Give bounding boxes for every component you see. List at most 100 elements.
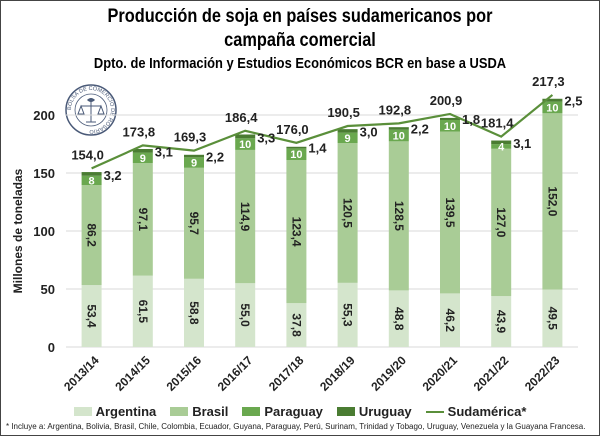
bar-paraguay (440, 119, 460, 132)
bar-paraguay (491, 144, 512, 149)
bar-argentina (184, 278, 204, 347)
x-tick-label: 2016/17 (215, 353, 256, 394)
data-label-brasil: 139,5 (443, 197, 457, 227)
legend-label: Argentina (95, 404, 157, 419)
data-label-sudamerica: 181,4 (481, 116, 514, 131)
bar-paraguay (81, 175, 102, 186)
bar-brasil (184, 167, 204, 279)
legend-swatch (336, 407, 355, 416)
legend-label: Sudamérica* (447, 404, 527, 419)
x-tick-label: 2015/16 (164, 353, 205, 394)
bar-paraguay (286, 148, 307, 161)
x-tick-label: 2017/18 (266, 353, 307, 394)
bar-paraguay (184, 157, 204, 168)
data-label-paraguay: 4 (498, 141, 505, 153)
data-label-paraguay: 9 (191, 158, 197, 170)
legend-label: Uruguay (358, 404, 412, 419)
bar-uruguay (184, 154, 204, 158)
data-label-sudamerica: 217,3 (532, 74, 565, 89)
data-label-paraguay: 10 (239, 139, 251, 151)
data-label-sudamerica: 186,4 (225, 110, 258, 125)
data-label-paraguay: 9 (345, 133, 351, 145)
bar-brasil (337, 143, 358, 283)
data-label-brasil: 97,1 (136, 208, 150, 232)
bar-brasil (491, 148, 512, 297)
y-tick-label: 100 (33, 224, 55, 239)
data-label-brasil: 120,5 (341, 198, 355, 228)
bar-argentina (235, 283, 256, 347)
x-tick-label: 2019/20 (368, 353, 409, 394)
data-label-uruguay: 3,2 (104, 168, 122, 183)
data-label-paraguay: 10 (444, 121, 456, 133)
bar-paraguay (132, 152, 153, 164)
legend-label: Brasil (192, 404, 229, 419)
y-tick-label: 0 (48, 340, 55, 355)
y-tick-label: 50 (41, 282, 55, 297)
data-label-argentina: 48,8 (392, 307, 406, 331)
legend-item: Argentina (73, 404, 157, 419)
legend-item: Uruguay (336, 404, 412, 419)
chart-subtitle: Dpto. de Información y Estudios Económic… (93, 55, 507, 72)
data-label-paraguay: 10 (546, 102, 558, 114)
data-label-uruguay: 2,2 (411, 122, 429, 137)
legend-item: Brasil (170, 404, 228, 419)
x-tick-label: 2013/14 (61, 353, 102, 394)
data-label-paraguay: 9 (140, 153, 146, 165)
data-label-brasil: 127,0 (494, 207, 508, 237)
bar-argentina (440, 293, 460, 347)
data-label-sudamerica: 173,8 (123, 124, 156, 139)
data-label-uruguay: 3,0 (360, 125, 378, 140)
data-label-brasil: 114,9 (238, 202, 252, 232)
legend-item: Paraguay (242, 404, 323, 419)
legend-label: Paraguay (264, 404, 323, 419)
line-sudamerica (91, 94, 554, 170)
bar-uruguay (440, 117, 460, 120)
data-label-sudamerica: 169,3 (174, 130, 207, 145)
data-label-uruguay: 2,2 (206, 149, 224, 164)
y-tick-label: 150 (33, 166, 55, 181)
data-label-uruguay: 3,1 (513, 136, 531, 151)
data-label-argentina: 58,8 (187, 301, 201, 325)
bar-argentina (132, 275, 153, 347)
legend-swatch (242, 407, 261, 416)
data-label-brasil: 123,4 (289, 217, 303, 247)
data-label-argentina: 46,2 (443, 309, 457, 333)
bar-uruguay (491, 140, 512, 145)
bar-brasil (132, 163, 153, 276)
chart-title-line-2: campaña comercial (224, 30, 376, 51)
legend-swatch (73, 407, 92, 416)
bar-brasil (235, 149, 256, 284)
data-label-brasil: 152,0 (545, 186, 559, 216)
data-label-argentina: 55,0 (238, 303, 252, 327)
bar-argentina (388, 290, 409, 347)
data-label-uruguay: 2,5 (564, 94, 582, 109)
data-label-argentina: 43,9 (494, 310, 508, 334)
bar-argentina (491, 296, 512, 347)
legend-swatch (170, 407, 189, 416)
x-tick-label: 2018/19 (317, 353, 358, 394)
y-axis-label: Millones de toneladas (11, 168, 25, 293)
bar-brasil (440, 131, 460, 294)
bar-uruguay (542, 98, 563, 102)
data-label-sudamerica: 154,0 (71, 147, 104, 162)
data-label-paraguay: 10 (290, 149, 302, 161)
bar-argentina (286, 303, 307, 347)
bar-paraguay (388, 129, 409, 142)
data-label-uruguay: 1,8 (462, 112, 480, 127)
bar-argentina (337, 282, 358, 347)
bar-argentina (542, 289, 563, 347)
bar-paraguay (337, 132, 358, 144)
data-label-brasil: 95,7 (187, 212, 201, 236)
legend-item: Sudamérica* (425, 404, 527, 419)
bar-brasil (388, 141, 409, 291)
data-label-paraguay: 10 (393, 131, 405, 143)
data-label-argentina: 55,3 (341, 303, 355, 327)
x-tick-label: 2022/23 (522, 353, 563, 394)
x-tick-label: 2021/22 (471, 353, 512, 394)
bar-uruguay (81, 172, 102, 176)
footnote: * Incluye a: Argentina, Bolivia, Brasil,… (6, 422, 586, 431)
x-tick-label: 2020/21 (420, 353, 461, 394)
legend-swatch (425, 410, 444, 413)
data-label-paraguay: 8 (89, 175, 95, 187)
